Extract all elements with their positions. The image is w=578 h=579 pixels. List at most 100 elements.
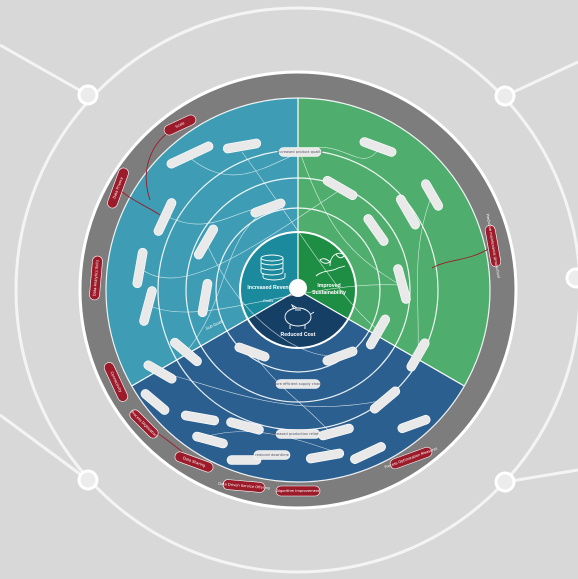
connection-curve bbox=[139, 189, 341, 279]
sub-goal-pill-shape bbox=[170, 337, 202, 367]
sub-goal-pill: Increased product quality bbox=[277, 147, 324, 157]
sub-goal-pill-shape bbox=[140, 389, 170, 415]
sub-goal-pill bbox=[369, 386, 401, 414]
sub-goal-pill-shape bbox=[350, 442, 386, 464]
sub-goal-pill bbox=[365, 314, 391, 350]
coin-stack-icon bbox=[260, 254, 286, 281]
enabler-tag: Data Analytics Skills bbox=[89, 255, 103, 301]
sub-goal-pill-shape bbox=[139, 286, 157, 326]
sub-goal-pill-shape bbox=[363, 214, 389, 246]
sub-goal-pill-shape bbox=[234, 342, 270, 362]
sub-goal-pill-shape bbox=[278, 147, 322, 157]
connection-curve bbox=[251, 351, 331, 433]
piggy-bank-icon-body bbox=[284, 307, 312, 327]
sub-goal-pill-shape bbox=[222, 138, 262, 154]
connector-line bbox=[504, 60, 578, 98]
sub-goal-pill-shape bbox=[226, 455, 262, 465]
sub-goal-pill bbox=[153, 198, 177, 236]
connection-curve bbox=[241, 151, 379, 331]
red-curve bbox=[431, 245, 494, 269]
coin-stack-icon-coin bbox=[262, 273, 286, 281]
core-label-cost: Reduced Cost bbox=[281, 332, 316, 338]
enabler-tag-label: Data Privacy bbox=[112, 176, 124, 200]
sub-goal-pill-shape bbox=[253, 450, 291, 460]
sub-goal-pill bbox=[180, 410, 220, 426]
sub-goal-pill bbox=[222, 138, 262, 154]
sub-goal-pill bbox=[166, 141, 214, 169]
sub-goal-pill-shape bbox=[132, 247, 148, 289]
connection-curve bbox=[159, 371, 386, 407]
piggy-bank-icon bbox=[284, 303, 315, 329]
sub-goal-pill: Increased production reliability bbox=[270, 429, 327, 439]
sub-goal-pill-shape bbox=[397, 414, 431, 434]
coin-stack-icon-coin bbox=[260, 263, 284, 271]
sub-goal-pill bbox=[140, 389, 170, 415]
connection-curve bbox=[185, 207, 269, 353]
sub-goal-pill: reduced downtime bbox=[253, 450, 291, 460]
enabler-tag-shape bbox=[484, 224, 502, 268]
sub-goal-pill-shape bbox=[305, 448, 345, 464]
core-label-sustainability-line2: Sustainability bbox=[312, 290, 346, 296]
enabler-tag: Data Privacy bbox=[107, 167, 129, 209]
sub-goal-pill bbox=[193, 224, 219, 260]
enabler-tag-shape bbox=[163, 114, 197, 136]
enabler-tag-label: Data Sharing bbox=[182, 456, 205, 468]
sub-goal-pill bbox=[226, 417, 264, 435]
sub-goal-pill-shape bbox=[420, 179, 444, 211]
sub-goal-pill-shape bbox=[153, 198, 177, 236]
enabler-tag-shape bbox=[222, 479, 266, 493]
connector-line bbox=[0, 413, 89, 482]
sub-goal-pills: Increased product quality more efficient … bbox=[132, 137, 444, 465]
enabler-tag-shape bbox=[275, 485, 321, 497]
sub-goal-pill-shape bbox=[180, 410, 220, 426]
core-label-revenue: Increased Revenue bbox=[247, 285, 294, 291]
sub-goal-pill bbox=[397, 414, 431, 434]
sub-goal-pill-shape bbox=[365, 314, 391, 350]
sub-goal-pill bbox=[363, 214, 389, 246]
enabler-tag-shape bbox=[107, 167, 129, 209]
plant-in-hand-icon-hand bbox=[315, 265, 346, 277]
sub-goal-pill bbox=[318, 423, 354, 441]
sub-goal-pill bbox=[226, 455, 262, 465]
enabler-tag-shape bbox=[89, 255, 103, 301]
sub-goal-pill bbox=[139, 286, 157, 326]
divider-line bbox=[297, 289, 465, 387]
sub-goal-pill-shape bbox=[359, 137, 397, 157]
enabler-tag: Data Driven Service Offering bbox=[218, 479, 270, 493]
plant-in-hand-icon bbox=[315, 252, 346, 277]
enabler-tag-shape bbox=[129, 409, 159, 439]
sub-goal-pill bbox=[393, 264, 411, 304]
sub-goal-pill bbox=[322, 346, 358, 366]
sub-goal-pill-shape bbox=[369, 386, 401, 414]
enabler-tag-shape bbox=[103, 362, 129, 402]
sub-goal-pill-shape bbox=[395, 194, 421, 230]
sub-goal-pill-shape bbox=[226, 417, 264, 435]
network-nodes bbox=[77, 84, 578, 493]
sub-goal-pill-shape bbox=[197, 278, 213, 318]
sub-goal-pill bbox=[132, 247, 148, 289]
connection-curve bbox=[194, 431, 345, 456]
sub-goal-pill-shape bbox=[318, 423, 354, 441]
connector-line bbox=[0, 43, 89, 97]
background-ring bbox=[14, 6, 578, 574]
network-node bbox=[77, 469, 99, 491]
enabler-tag-shape bbox=[389, 446, 433, 470]
sub-goal-pill-shape bbox=[193, 224, 219, 260]
sub-goal-pill bbox=[143, 360, 177, 384]
enabler-tag-label: Data Analytics Skills bbox=[92, 260, 99, 297]
connection-curves bbox=[139, 146, 433, 456]
sub-goal-pill-shape bbox=[406, 338, 430, 372]
sub-goal-pill-shape bbox=[250, 198, 286, 218]
background-network bbox=[0, 6, 578, 574]
network-node bbox=[77, 84, 99, 106]
network-node bbox=[565, 267, 578, 289]
sub-goal-pill bbox=[350, 442, 386, 464]
sub-goal-pill-label: more efficient supply chains bbox=[273, 382, 324, 386]
sub-goal-pill bbox=[420, 179, 444, 211]
sub-goal-pill-shape bbox=[322, 175, 358, 201]
sub-goal-pill-shape bbox=[166, 141, 214, 169]
connector-line bbox=[504, 468, 578, 484]
